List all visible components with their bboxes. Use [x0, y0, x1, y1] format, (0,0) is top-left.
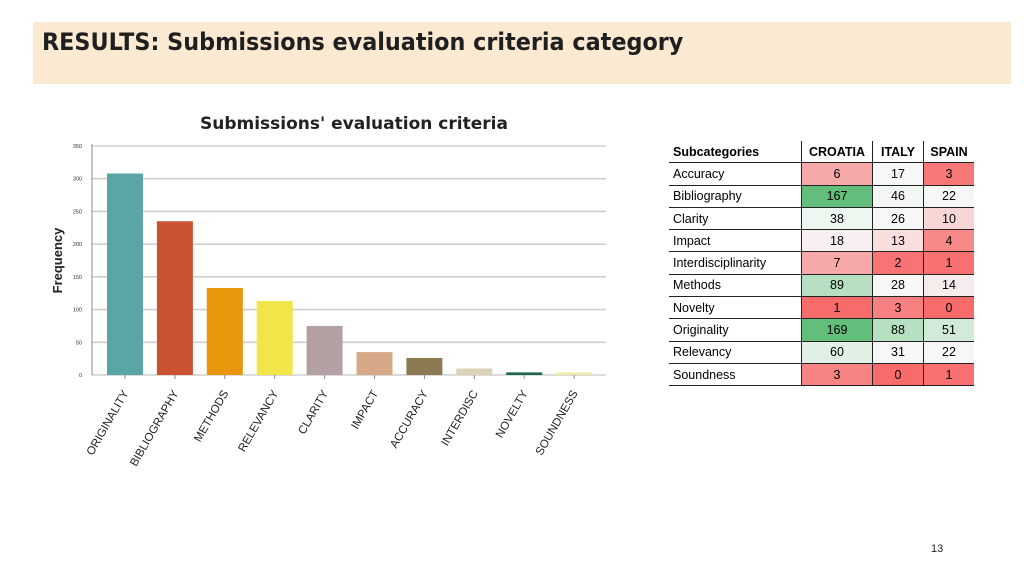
row-label: Novelty — [669, 296, 802, 320]
bar — [456, 368, 493, 375]
table-cell: 1 — [923, 363, 974, 387]
y-tick-label: 350 — [73, 144, 82, 150]
row-label: Soundness — [669, 363, 802, 387]
y-tick-label: 0 — [79, 373, 82, 379]
bar — [306, 325, 343, 375]
x-tick-label: IMPACT — [349, 389, 381, 432]
row-label: Impact — [669, 229, 802, 253]
table-cell: 0 — [872, 363, 924, 387]
table-row: Relevancy 60 31 22 — [669, 341, 974, 364]
row-label: Interdisciplinarity — [669, 251, 802, 275]
table-row: Impact 18 13 4 — [669, 229, 974, 253]
x-tick-label: CLARITY — [297, 388, 332, 436]
table-cell: 7 — [801, 251, 873, 275]
table-header-row: Subcategories CROATIA ITALY SPAIN — [669, 141, 974, 164]
bar — [156, 221, 193, 375]
y-tick-label: 50 — [76, 340, 82, 346]
table-row: Accuracy 6 17 3 — [669, 162, 974, 186]
y-tick-label: 300 — [73, 177, 82, 183]
row-label: Bibliography — [669, 185, 802, 208]
table-cell: 17 — [872, 162, 924, 186]
table-row: Originality 169 88 51 — [669, 318, 974, 342]
page-number: 13 — [931, 543, 944, 555]
row-label: Accuracy — [669, 162, 802, 186]
table-cell: 4 — [923, 229, 974, 253]
x-tick-label: RELEVANCY — [236, 388, 281, 454]
row-label: Relevancy — [669, 341, 802, 364]
table-cell: 13 — [872, 229, 924, 253]
table-row: Novelty 1 3 0 — [669, 296, 974, 320]
slide-title: RESULTS: Submissions evaluation criteria… — [42, 28, 684, 56]
y-tick-label: 200 — [73, 242, 82, 248]
table-cell: 22 — [923, 185, 974, 208]
table-cell: 18 — [801, 229, 873, 253]
bar — [406, 357, 443, 375]
table-cell: 10 — [923, 207, 974, 231]
x-tick-label: INTERDISC — [440, 389, 481, 449]
table-cell: 60 — [801, 341, 873, 364]
x-tick-label: METHODS — [192, 388, 231, 444]
table-row: Bibliography 167 46 22 — [669, 185, 974, 208]
table-cell: 167 — [801, 185, 873, 208]
table-cell: 2 — [872, 251, 924, 275]
table-cell: 26 — [872, 207, 924, 231]
x-tick-label: NOVELTY — [494, 388, 531, 440]
results-table: Subcategories CROATIA ITALY SPAIN Accura… — [669, 141, 974, 387]
bar-chart: Submissions' evaluation criteria 0 50 100 15… — [50, 114, 606, 469]
table-row: Soundness 3 0 1 — [669, 363, 974, 387]
row-label: Methods — [669, 274, 802, 298]
table-cell: 22 — [923, 341, 974, 364]
x-tick-label: SOUNDNESS — [534, 388, 581, 457]
table-row: Clarity 38 26 10 — [669, 207, 974, 231]
table-cell: 1 — [801, 296, 873, 320]
x-tick-label: BIBLIOGRAPHY — [128, 388, 181, 468]
header-croatia: CROATIA — [801, 141, 873, 164]
y-tick-label: 100 — [73, 308, 82, 314]
table-cell: 28 — [872, 274, 924, 298]
bar — [556, 372, 593, 375]
y-tick-label: 250 — [73, 209, 82, 215]
header-subcategories: Subcategories — [669, 141, 802, 164]
bar — [206, 287, 243, 375]
table-cell: 1 — [923, 251, 974, 275]
bar — [356, 352, 393, 375]
table-row: Methods 89 28 14 — [669, 274, 974, 298]
x-tick-label: ACCURACY — [388, 388, 431, 450]
row-label: Originality — [669, 318, 802, 342]
table-cell: 31 — [872, 341, 924, 364]
table-cell: 3 — [923, 162, 974, 186]
bar — [506, 372, 543, 375]
header-spain: SPAIN — [923, 141, 974, 164]
row-label: Clarity — [669, 207, 802, 231]
table-cell: 38 — [801, 207, 873, 231]
y-axis-label: Frequency — [50, 227, 65, 294]
table-cell: 51 — [923, 318, 974, 342]
title-banner: RESULTS: Submissions evaluation criteria… — [33, 22, 1011, 84]
bar — [107, 173, 143, 375]
table-cell: 89 — [801, 274, 873, 298]
table-cell: 3 — [801, 363, 873, 387]
table-cell: 6 — [801, 162, 873, 186]
table-cell: 14 — [923, 274, 974, 298]
table-cell: 46 — [872, 185, 924, 208]
header-italy: ITALY — [872, 141, 924, 164]
table-cell: 3 — [872, 296, 924, 320]
table-cell: 169 — [801, 318, 873, 342]
chart-title: Submissions' evaluation criteria — [200, 114, 508, 134]
table-cell: 0 — [923, 296, 974, 320]
table-cell: 88 — [872, 318, 924, 342]
x-tick-label: ORIGINALITY — [85, 388, 132, 457]
y-tick-label: 150 — [73, 275, 82, 281]
table-row: Interdisciplinarity 7 2 1 — [669, 251, 974, 275]
bar — [256, 301, 293, 375]
